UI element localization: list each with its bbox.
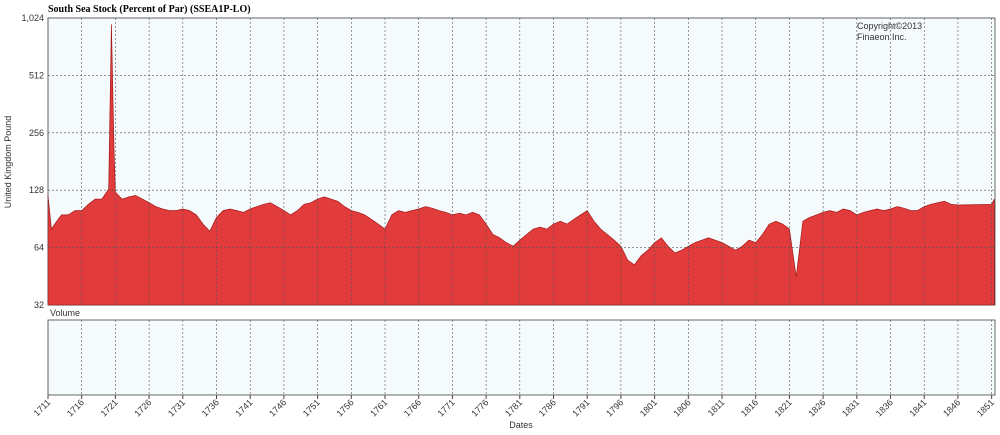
x-tick-label: 1826 xyxy=(806,397,827,418)
x-axis-title: Dates xyxy=(509,420,533,430)
x-tick-label: 1726 xyxy=(132,397,153,418)
chart-title: South Sea Stock (Percent of Par) (SSEA1P… xyxy=(48,4,251,15)
x-tick-label: 1836 xyxy=(874,397,895,418)
x-tick-label: 1796 xyxy=(604,397,625,418)
x-tick-label: 1756 xyxy=(334,397,355,418)
x-tick-label: 1766 xyxy=(402,397,423,418)
x-tick-label: 1776 xyxy=(469,397,490,418)
area xyxy=(47,24,995,306)
x-tick-label: 1846 xyxy=(941,397,962,418)
x-tick-label: 1806 xyxy=(671,397,692,418)
x-tick-label: 1721 xyxy=(99,397,120,418)
x-tick-label: 1751 xyxy=(301,397,322,418)
y-tick-label: 64 xyxy=(34,243,44,253)
annotation: Copyright©2013 xyxy=(857,21,922,31)
x-tick-label: 1736 xyxy=(200,397,221,418)
x-tick-label: 1831 xyxy=(840,397,861,418)
x-tick-label: 1781 xyxy=(503,397,524,418)
y-tick-label: 1,024 xyxy=(21,13,44,23)
y-tick-label: 512 xyxy=(29,70,44,80)
y-tick-label: 256 xyxy=(29,128,44,138)
y-tick-label: 128 xyxy=(29,185,44,195)
volume-panel xyxy=(47,319,996,396)
volume-label: Volume xyxy=(50,308,80,318)
y-tick-label: 32 xyxy=(34,300,44,310)
x-tick-label: 1851 xyxy=(975,397,996,418)
x-tick-label: 1771 xyxy=(436,397,457,418)
x-tick-label: 1731 xyxy=(166,397,187,418)
y-axis-title: United Kingdom Pound xyxy=(3,116,13,209)
x-tick-label: 1711 xyxy=(32,397,53,418)
x-tick-label: 1716 xyxy=(65,397,86,418)
x-tick-label: 1841 xyxy=(907,397,928,418)
annotation: Finaeon Inc. xyxy=(857,32,907,42)
x-tick-label: 1741 xyxy=(233,397,254,418)
x-tick-label: 1821 xyxy=(773,397,794,418)
x-tick-label: 1786 xyxy=(537,397,558,418)
x-tick-label: 1746 xyxy=(267,397,288,418)
x-tick-label: 1801 xyxy=(638,397,659,418)
x-tick-label: 1811 xyxy=(706,397,727,418)
x-tick-label: 1791 xyxy=(570,397,591,418)
x-tick-label: 1761 xyxy=(368,397,389,418)
x-tick-label: 1816 xyxy=(739,397,760,418)
